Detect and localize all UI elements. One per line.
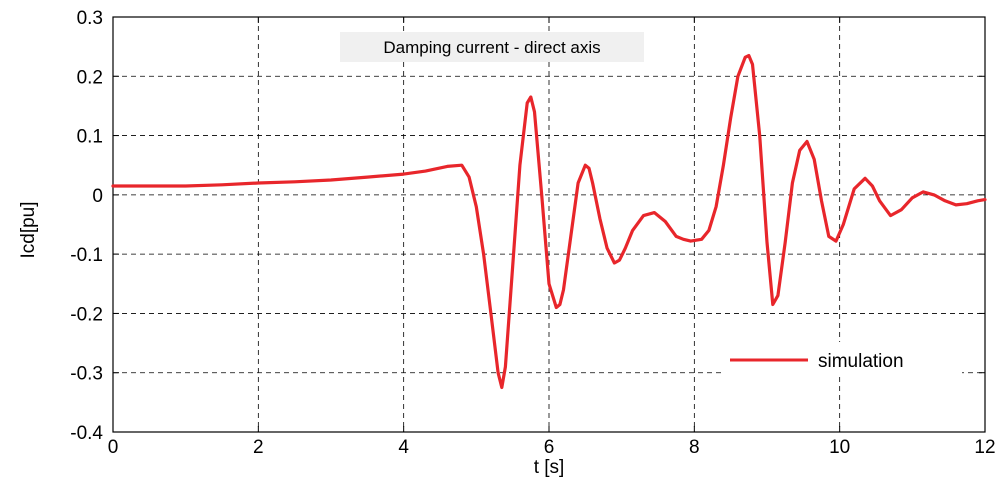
- x-tick-label: 6: [544, 437, 555, 458]
- y-tick-label: 0: [92, 186, 103, 207]
- y-axis-label: Icd[pu]: [18, 201, 39, 258]
- x-tick-label: 0: [108, 437, 119, 458]
- x-axis-ticks: 0 2 4 6 8 10 12: [108, 17, 996, 458]
- y-tick-label: 0.2: [77, 67, 103, 88]
- series-line-simulation: [111, 53, 987, 390]
- y-tick-label: 0.3: [77, 8, 103, 29]
- series-layer: [111, 53, 987, 390]
- legend: simulation: [722, 342, 962, 376]
- title-background: [340, 32, 644, 62]
- y-tick-label: -0.3: [70, 364, 103, 385]
- x-tick-label: 4: [398, 437, 409, 458]
- grid-lines: [113, 17, 985, 432]
- x-axis-label: t [s]: [534, 457, 565, 478]
- chart-title: Damping current - direct axis: [383, 38, 600, 57]
- y-tick-label: -0.4: [70, 423, 103, 444]
- y-axis-ticks: 0.3 0.2 0.1 0 -0.1 -0.2 -0.3 -0.4: [70, 8, 985, 444]
- y-tick-label: -0.1: [70, 245, 103, 266]
- x-tick-label: 10: [829, 437, 850, 458]
- legend-label-simulation: simulation: [818, 351, 904, 372]
- x-tick-label: 8: [689, 437, 700, 458]
- y-tick-label: 0.1: [77, 127, 103, 148]
- y-tick-label: -0.2: [70, 304, 103, 325]
- x-tick-label: 12: [974, 437, 995, 458]
- x-tick-label: 2: [253, 437, 264, 458]
